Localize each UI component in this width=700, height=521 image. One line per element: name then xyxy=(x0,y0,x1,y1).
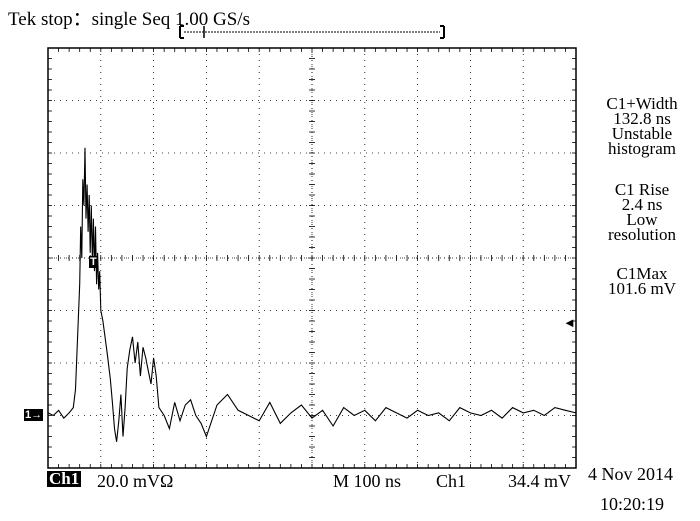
measurement-line: 132.8 ns xyxy=(613,109,671,128)
measurement-line: C1Max xyxy=(616,264,668,283)
measurement-line: C1 Rise xyxy=(614,180,670,199)
ch1-waveform-trace xyxy=(47,147,577,442)
graticule-grid xyxy=(47,47,577,469)
capture-date: 4 Nov 2014 xyxy=(588,464,673,484)
timebase-readout: M 100 ns xyxy=(333,471,402,491)
measurement-line: 2.4 ns xyxy=(621,195,663,214)
trigger-position-marker: T xyxy=(89,256,98,268)
capture-time: 10:20:19 xyxy=(600,494,665,514)
trigger-level-readout: 34.4 mV xyxy=(508,471,571,491)
ch1-ground-marker: 1→ xyxy=(24,409,44,421)
channel-label-badge: Ch1 xyxy=(47,469,82,488)
measurement-line: 101.6 mV xyxy=(608,279,676,298)
measurement-line: histogram xyxy=(608,139,676,158)
measurement-width: C1+Width 132.8 ns Unstable histogram xyxy=(588,94,696,158)
measurement-line: C1+Width xyxy=(606,94,678,113)
measurement-max: C1Max 101.6 mV xyxy=(588,264,696,298)
measurement-line: Low xyxy=(626,210,658,229)
scope-status-header: Tek stop：single Seq 1.00 GS/s xyxy=(8,9,250,30)
measurement-rise: C1 Rise 2.4 ns Low resolution xyxy=(588,180,696,244)
vertical-scale-readout: 20.0 mVΩ xyxy=(97,471,174,491)
measurement-line: Unstable xyxy=(611,124,673,143)
measurement-line: resolution xyxy=(608,225,676,244)
trigger-level-arrow-icon: ◄ xyxy=(563,315,576,330)
trigger-source-readout: Ch1 xyxy=(436,471,467,491)
record-length-indicator xyxy=(179,25,445,39)
